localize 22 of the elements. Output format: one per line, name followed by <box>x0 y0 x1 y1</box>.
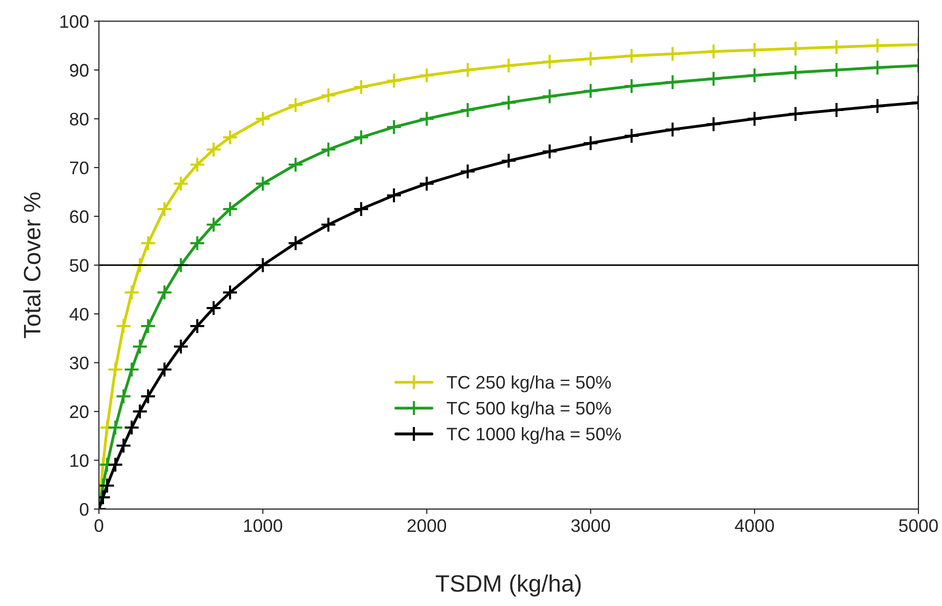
y-axis-title: Total Cover % <box>23 192 41 338</box>
y-tick-label: 80 <box>70 112 88 126</box>
x-axis-title: TSDM (kg/ha) <box>436 574 581 596</box>
legend-label: TC 250 kg/ha = 50% <box>446 375 611 392</box>
y-tick-label: 100 <box>60 15 88 28</box>
y-tick-label: 0 <box>80 502 88 516</box>
y-tick-label: 60 <box>70 210 88 224</box>
y-tick-label: 10 <box>70 454 88 467</box>
y-tick-label: 90 <box>70 64 88 77</box>
x-tick-label: 4000 <box>734 519 774 532</box>
legend-label: TC 500 kg/ha = 50% <box>446 401 611 418</box>
x-tick-label: 5000 <box>899 519 938 532</box>
legend-label: TC 1000 kg/ha = 50% <box>446 427 621 444</box>
y-tick-label: 20 <box>70 405 88 418</box>
x-tick-label: 0 <box>94 519 104 532</box>
y-tick-label: 40 <box>70 308 88 321</box>
x-tick-label: 2000 <box>408 519 446 532</box>
y-tick-label: 70 <box>70 161 88 174</box>
y-tick-label: 50 <box>70 259 88 272</box>
x-tick-label: 3000 <box>571 519 610 532</box>
x-tick-label: 1000 <box>244 519 282 532</box>
y-tick-label: 30 <box>70 356 88 370</box>
